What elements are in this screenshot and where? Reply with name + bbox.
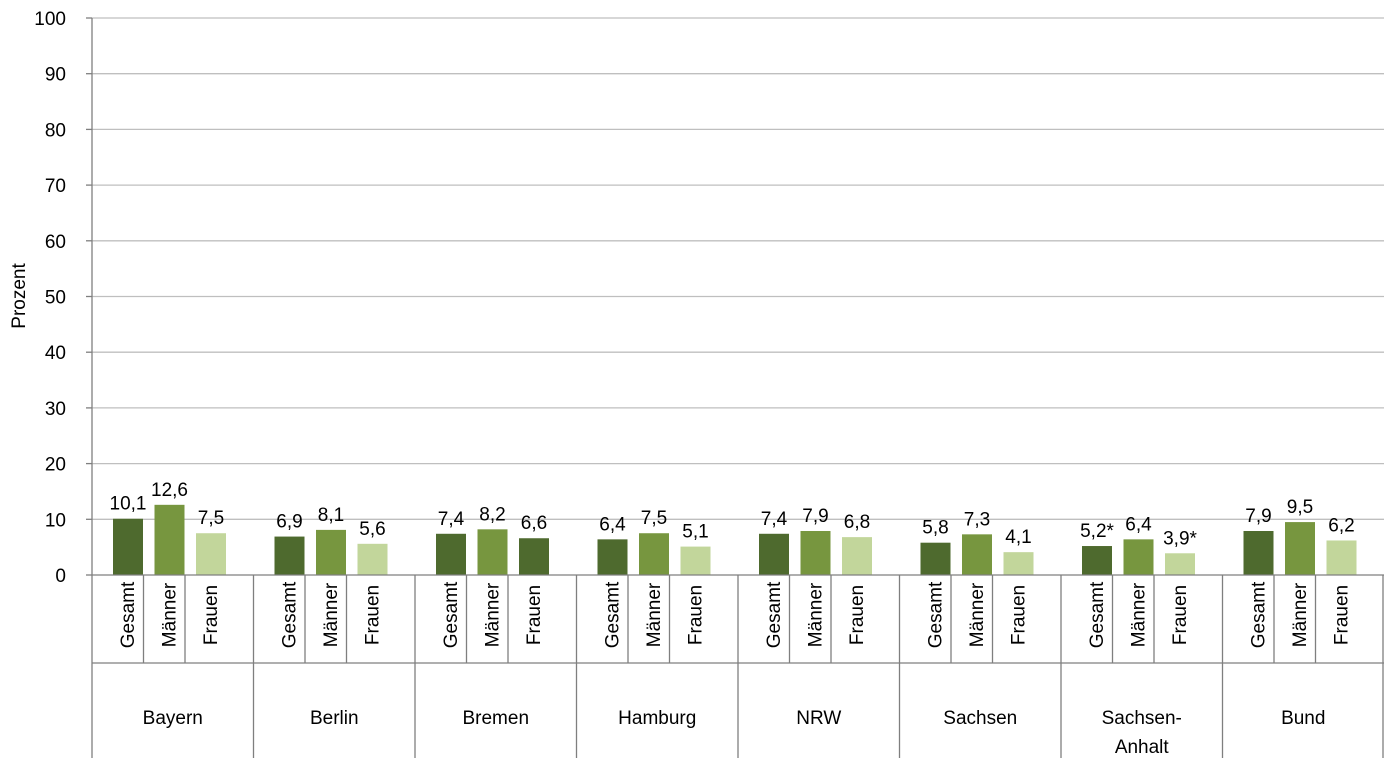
- data-label: 5,2*: [1080, 521, 1114, 542]
- bar: [759, 533, 789, 575]
- x-category-label: Gesamt: [1249, 581, 1270, 648]
- x-category-label: Männer: [160, 582, 181, 647]
- y-tick-label: 40: [45, 343, 66, 364]
- bar: [800, 530, 831, 575]
- data-label: 7,5: [198, 508, 224, 529]
- bar: [842, 537, 872, 575]
- x-category-label: Gesamt: [926, 581, 947, 648]
- data-label: 5,8: [922, 518, 948, 539]
- data-label: 6,9: [276, 512, 302, 533]
- y-tick-label: 90: [45, 65, 66, 86]
- x-category-label: Frauen: [686, 585, 707, 645]
- bar: [113, 518, 143, 575]
- y-tick-label: 20: [45, 455, 66, 476]
- data-label: 7,9: [1245, 506, 1271, 527]
- bar: [1285, 522, 1315, 575]
- bar: [357, 543, 388, 575]
- x-category-label: Männer: [321, 582, 342, 647]
- bar: [680, 546, 711, 575]
- data-label: 6,4: [599, 514, 626, 535]
- x-category-label: Gesamt: [118, 581, 139, 648]
- y-tick-label: 50: [45, 288, 66, 309]
- data-label: 7,9: [802, 506, 828, 527]
- x-group-label: Bremen: [462, 708, 529, 729]
- x-group-label: Anhalt: [1115, 737, 1170, 758]
- y-tick-label: 60: [45, 232, 66, 253]
- x-group-label: Sachsen: [943, 708, 1017, 729]
- data-label: 6,8: [844, 512, 870, 533]
- x-category-label: Frauen: [1332, 585, 1353, 645]
- data-label: 7,4: [438, 509, 465, 530]
- data-labels: 10,112,6 7,5 6,9 8,1 5,6 7,4 8,2 6,6 6,4 7,5 5,1 7,…: [110, 480, 1355, 549]
- x-category-label: Frauen: [201, 585, 222, 645]
- y-tick-label: 70: [45, 176, 66, 197]
- x-group-label: Hamburg: [618, 708, 696, 729]
- data-label: 6,2: [1328, 515, 1354, 536]
- y-tick-label: 100: [34, 9, 66, 30]
- x-category-label: Männer: [967, 582, 988, 647]
- x-category-label: Gesamt: [280, 581, 301, 648]
- x-category-label: Gesamt: [764, 581, 785, 648]
- x-category-label: Männer: [806, 582, 827, 647]
- x-category-label: Frauen: [847, 585, 868, 645]
- x-group-label: Bayern: [143, 708, 203, 729]
- bar: [962, 534, 992, 575]
- bar: [154, 504, 185, 575]
- y-tick-label: 30: [45, 399, 66, 420]
- y-tick-label: 10: [45, 510, 66, 531]
- x-group-label: NRW: [796, 708, 841, 729]
- bar: [477, 529, 508, 575]
- bar: [1326, 540, 1357, 575]
- data-label: 9,5: [1287, 497, 1313, 518]
- x-category-label: Frauen: [1009, 585, 1030, 645]
- bar: [316, 529, 346, 575]
- data-label: 12,6: [151, 480, 188, 501]
- data-label: 7,3: [964, 509, 990, 530]
- bar: [1165, 553, 1195, 575]
- bar: [519, 538, 549, 575]
- bar: [639, 533, 669, 575]
- y-axis-ticks: 0 10 20 30 40 50 60 70 80 90 100: [34, 9, 93, 587]
- y-tick-label: 80: [45, 120, 66, 141]
- x-category-label: Männer: [483, 582, 504, 647]
- data-label: 8,1: [318, 505, 344, 526]
- bar: [1123, 539, 1154, 575]
- x-group-label: Bund: [1281, 708, 1325, 729]
- data-label: 5,6: [359, 519, 385, 540]
- x-category-label: Frauen: [1170, 585, 1191, 645]
- x-category-label: Gesamt: [1087, 581, 1108, 648]
- data-label: 6,4: [1125, 514, 1152, 535]
- bar: [1003, 552, 1034, 575]
- y-tick-label: 0: [55, 566, 66, 587]
- gridlines: [92, 17, 1384, 520]
- x-group-label: Sachsen-: [1102, 708, 1182, 729]
- bar: [1082, 546, 1112, 575]
- x-category-label: Männer: [1129, 582, 1150, 647]
- x-category-label: Gesamt: [441, 581, 462, 648]
- x-category-label: Frauen: [524, 585, 545, 645]
- data-label: 3,9*: [1163, 528, 1197, 549]
- bars: [113, 504, 1357, 575]
- bar: [196, 533, 226, 575]
- x-axis: Gesamt Männer Frauen Bayern Gesamt Männer Frau…: [91, 574, 1384, 758]
- data-label: 6,6: [521, 513, 547, 534]
- bar: [274, 536, 305, 575]
- data-label: 10,1: [110, 494, 147, 515]
- bar: [1243, 530, 1274, 575]
- x-category-label: Gesamt: [603, 581, 624, 648]
- x-category-label: Frauen: [363, 585, 384, 645]
- bar: [920, 542, 951, 575]
- bar: [436, 533, 466, 575]
- data-label: 8,2: [479, 504, 505, 525]
- bar: [597, 539, 628, 575]
- data-label: 7,4: [761, 509, 788, 530]
- x-group-label: Berlin: [310, 708, 359, 729]
- data-label: 5,1: [682, 522, 708, 543]
- x-category-label: Männer: [644, 582, 665, 647]
- data-label: 4,1: [1005, 527, 1031, 548]
- x-category-label: Männer: [1290, 582, 1311, 647]
- data-label: 7,5: [641, 508, 667, 529]
- y-axis-title: Prozent: [9, 263, 30, 329]
